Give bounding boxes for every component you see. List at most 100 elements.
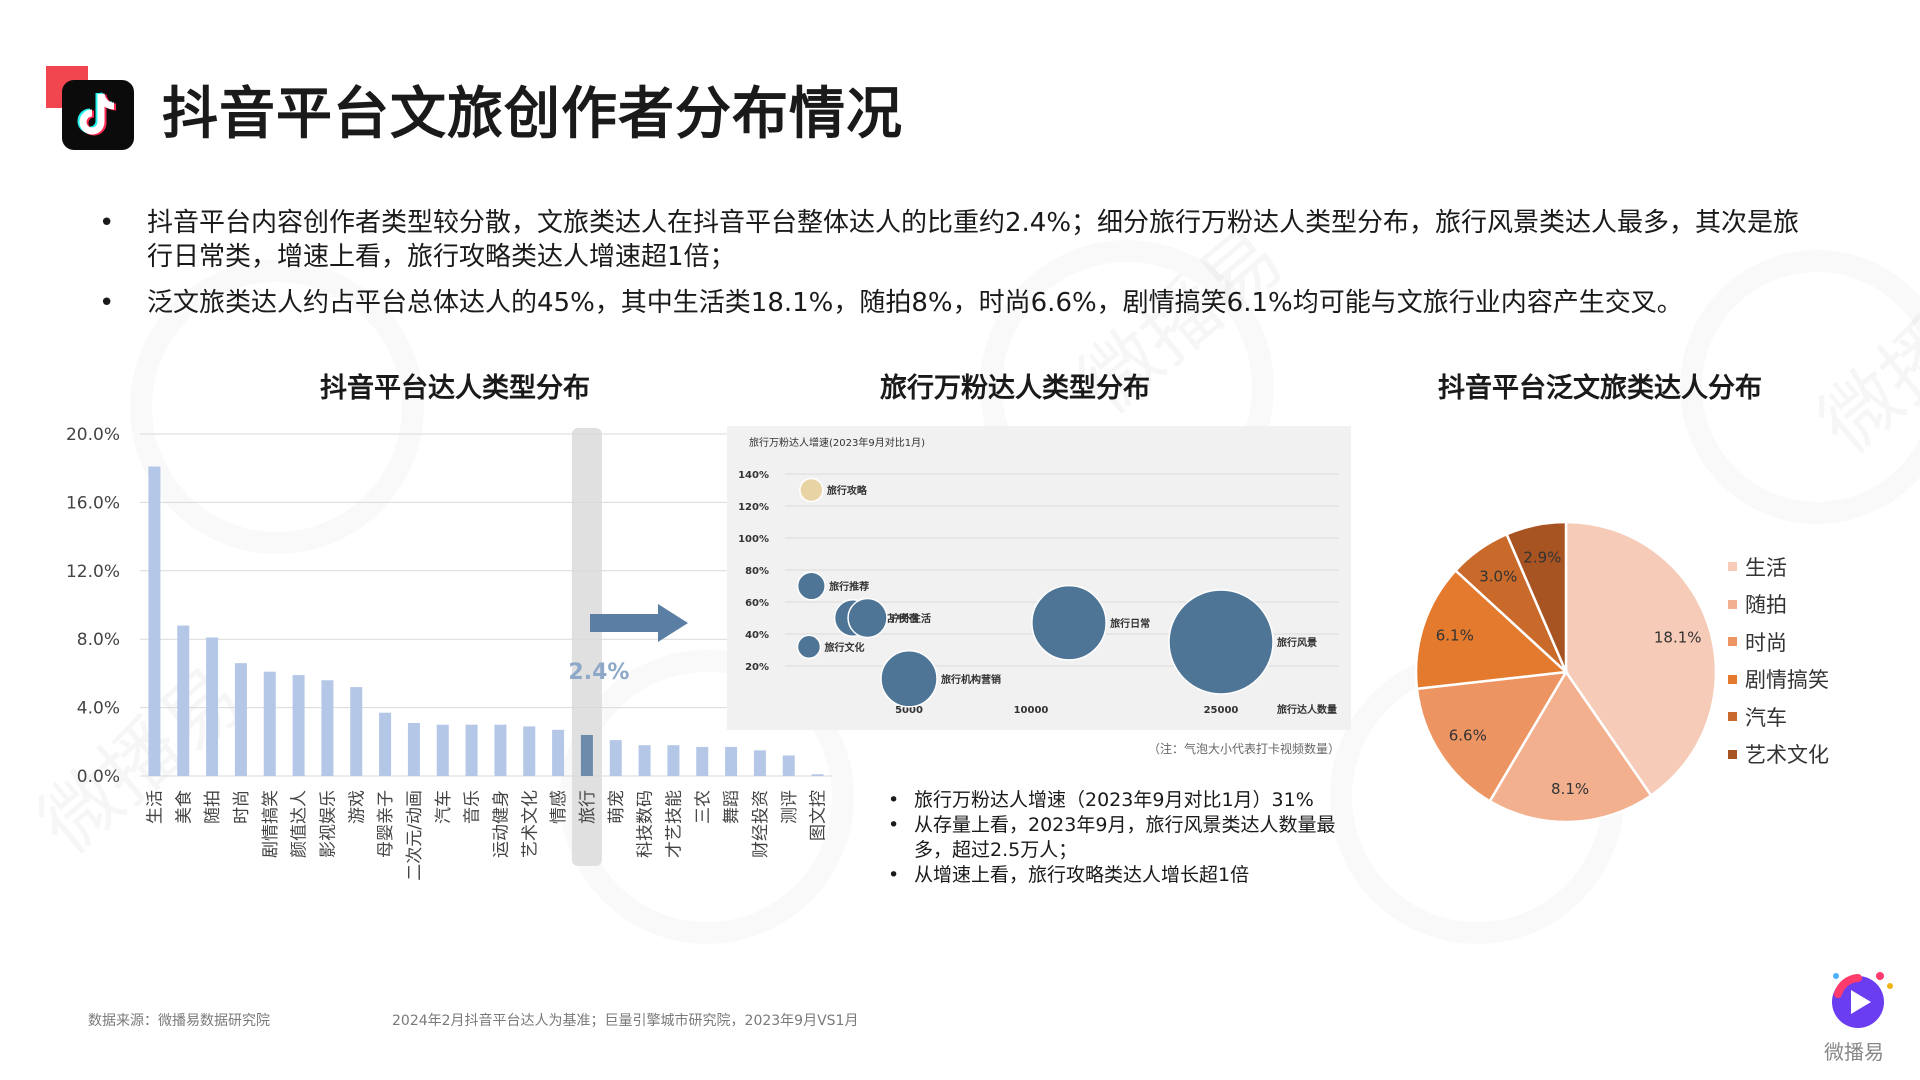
legend-label: 随拍: [1745, 593, 1787, 618]
y-tick-label: 8.0%: [77, 630, 120, 650]
bar: [263, 671, 276, 776]
y-tick-label: 40%: [745, 630, 769, 641]
bar-chart: 0.0% 4.0% 8.0% 12.0% 16.0% 20.0% 生活 美食 随拍 时尚 剧情搞笑颜…: [66, 425, 832, 881]
x-tick-label: 美食: [174, 790, 194, 824]
x-tick-label: 游戏: [347, 790, 367, 824]
y-tick-label: 100%: [738, 534, 769, 545]
bar: [206, 637, 219, 776]
x-tick-label: 萌宠: [607, 790, 627, 824]
y-tick-label: 120%: [738, 502, 769, 513]
bar: [782, 755, 795, 776]
x-tick-label: 颜值达人: [290, 790, 310, 858]
x-tick-label: 情感: [549, 790, 569, 824]
summary-bullets: 抖音平台内容创作者类型较分散，文旅类达人在抖音平台整体达人的比重约2.4%；细分…: [95, 206, 1815, 332]
data-source: 数据来源：微播易数据研究院: [88, 1013, 270, 1029]
x-tick-label: 25000: [1204, 705, 1239, 716]
bubble: [799, 477, 824, 503]
pie-data-label: 8.1%: [1551, 780, 1589, 798]
x-axis-label: 旅行达人数量: [1277, 703, 1337, 716]
legend-label: 汽车: [1745, 705, 1787, 730]
bar: [177, 625, 190, 776]
y-tick-label: 0.0%: [77, 767, 120, 787]
pie-slice: [1415, 670, 1569, 803]
bubble-label: 户外生活: [890, 612, 931, 625]
x-tick-label: 时尚: [232, 790, 252, 824]
x-tick-label: 生活: [145, 790, 165, 824]
bar: [234, 663, 247, 776]
tiktok-logo-icon: [62, 80, 134, 150]
legend-item: 随拍: [1728, 586, 1829, 624]
x-tick-label: 影视娱乐: [318, 790, 338, 858]
highlight-data-label: 2.4%: [568, 660, 629, 685]
pie-data-label: 6.1%: [1436, 627, 1474, 645]
bubble: [880, 650, 938, 708]
note-bullet: 从增速上看，旅行攻略类达人增长超1倍: [886, 863, 1366, 888]
legend-item: 汽车: [1728, 698, 1829, 736]
y-tick-label: 16.0%: [66, 493, 120, 513]
legend-swatch: [1728, 712, 1737, 722]
bar: [436, 724, 449, 776]
legend-item: 剧情搞笑: [1728, 661, 1829, 699]
bar: [638, 745, 651, 776]
bubble: [1168, 589, 1274, 695]
x-tick-label: 二次元/动画: [405, 790, 425, 881]
pie-data-label: 6.6%: [1449, 727, 1487, 745]
pie-data-label: 18.1%: [1654, 628, 1702, 646]
summary-bullet: 抖音平台内容创作者类型较分散，文旅类达人在抖音平台整体达人的比重约2.4%；细分…: [95, 206, 1815, 274]
legend-label: 艺术文化: [1745, 743, 1829, 768]
pie-legend: 生活随拍时尚剧情搞笑汽车艺术文化: [1728, 548, 1829, 773]
legend-label: 时尚: [1745, 630, 1787, 655]
x-tick-label: 5000: [895, 705, 923, 716]
x-tick-label: 母婴亲子: [376, 790, 396, 858]
bar: [292, 675, 305, 776]
footer-note: 2024年2月抖音平台达人为基准；巨量引擎城市研究院，2023年9月VS1月: [392, 1013, 859, 1029]
legend-swatch: [1728, 599, 1737, 609]
x-tick-label: 才艺技能: [664, 790, 684, 858]
x-tick-label: 运动健身: [491, 790, 511, 858]
bubble-inner-title: 旅行万粉达人增速(2023年9月对比1月): [749, 436, 925, 449]
legend-item: 生活: [1728, 548, 1829, 586]
bar: [407, 722, 420, 776]
bar: [552, 729, 565, 776]
x-tick-label: 科技数码: [636, 790, 656, 858]
bar: [465, 724, 478, 776]
pie-data-label: 2.9%: [1523, 548, 1561, 566]
bubble-label: 旅行攻略: [827, 484, 868, 497]
bubble-chart: 旅行万粉达人增速(2023年9月对比1月) 20% 40% 60% 80% 100% 120…: [727, 426, 1351, 730]
arrow-icon: [590, 604, 688, 642]
pie-chart: 18.1% 8.1% 6.6% 6.1% 3.0% 2.9%: [1414, 520, 1718, 824]
x-tick-label: 财经投资: [751, 790, 771, 858]
x-tick-label: 测评: [780, 790, 800, 824]
pie-chart-title: 抖音平台泛文旅类达人分布: [1438, 373, 1762, 404]
pie-slice: [1414, 568, 1569, 691]
bubble: [1031, 584, 1107, 661]
highlight-band: [571, 428, 602, 866]
y-tick-label: 140%: [738, 470, 769, 481]
note-bullet: 从存量上看，2023年9月，旅行风景类达人数量最多，超过2.5万人；: [886, 813, 1366, 863]
bubble-chart-title: 旅行万粉达人类型分布: [880, 373, 1150, 404]
y-tick-label: 60%: [745, 598, 769, 609]
page-title: 抖音平台文旅创作者分布情况: [162, 82, 903, 147]
bubble-label: 旅行日常: [1110, 617, 1150, 630]
bar: [148, 466, 161, 776]
legend-item: 艺术文化: [1728, 736, 1829, 774]
x-tick-label: 艺术文化: [520, 790, 540, 858]
brand-name: 微播易: [1824, 1040, 1884, 1064]
bar: [696, 746, 709, 776]
bar: [667, 745, 680, 776]
x-tick-label: 舞蹈: [722, 790, 742, 824]
pie-slice: [1564, 520, 1718, 798]
y-tick-label: 12.0%: [66, 562, 120, 582]
bar: [350, 687, 363, 776]
x-tick-label: 三农: [693, 790, 713, 824]
bubble-label: 旅行文化: [824, 641, 864, 654]
bar: [494, 724, 507, 776]
pie-slice: [1488, 669, 1653, 824]
bubble: [796, 634, 822, 660]
x-tick-label: 剧情搞笑: [261, 790, 281, 858]
pie-data-label: 3.0%: [1479, 568, 1517, 586]
legend-swatch: [1728, 749, 1737, 759]
x-tick-label: 汽车: [434, 790, 454, 824]
x-tick-label: 随拍: [203, 790, 223, 824]
bar: [725, 746, 738, 776]
